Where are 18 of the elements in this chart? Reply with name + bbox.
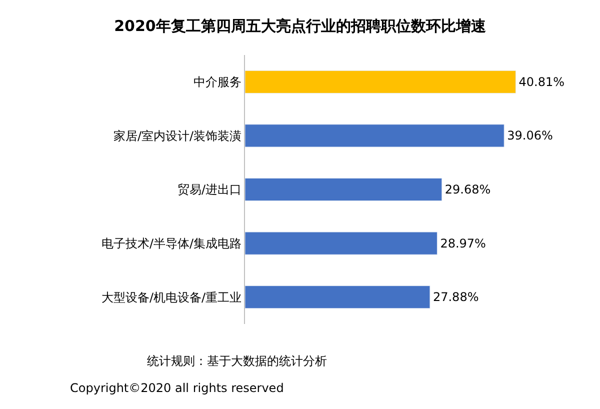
bar [245, 232, 438, 255]
text: 统计规则：基于大数据的统计分析 [147, 354, 327, 368]
bar [245, 124, 504, 148]
data-label: 29.68% [444, 182, 491, 196]
chart-title: 2020年复工第四周五大亮点行业的招聘职位数环比增速 [114, 16, 487, 35]
y-tick-label: 贸易/进出口 [178, 182, 242, 197]
data-label: 27.88% [432, 290, 479, 304]
bar [245, 178, 442, 202]
y-tick-label: 大型设备/机电设备/重工业 [102, 290, 242, 304]
y-tick-label: 中介服务 [194, 75, 242, 90]
data-label: 28.97% [440, 236, 486, 250]
data-label: 40.81% [518, 74, 565, 89]
text: Copyright©2020 all rights reserved [70, 381, 284, 395]
y-tick-label: 家居/室内设计/装饰装潢 [114, 128, 242, 143]
bar [245, 70, 516, 94]
y-tick-label: 电子技术/半导体/集成电路 [102, 236, 242, 250]
bar [245, 286, 430, 309]
data-label: 39.06% [507, 128, 553, 143]
